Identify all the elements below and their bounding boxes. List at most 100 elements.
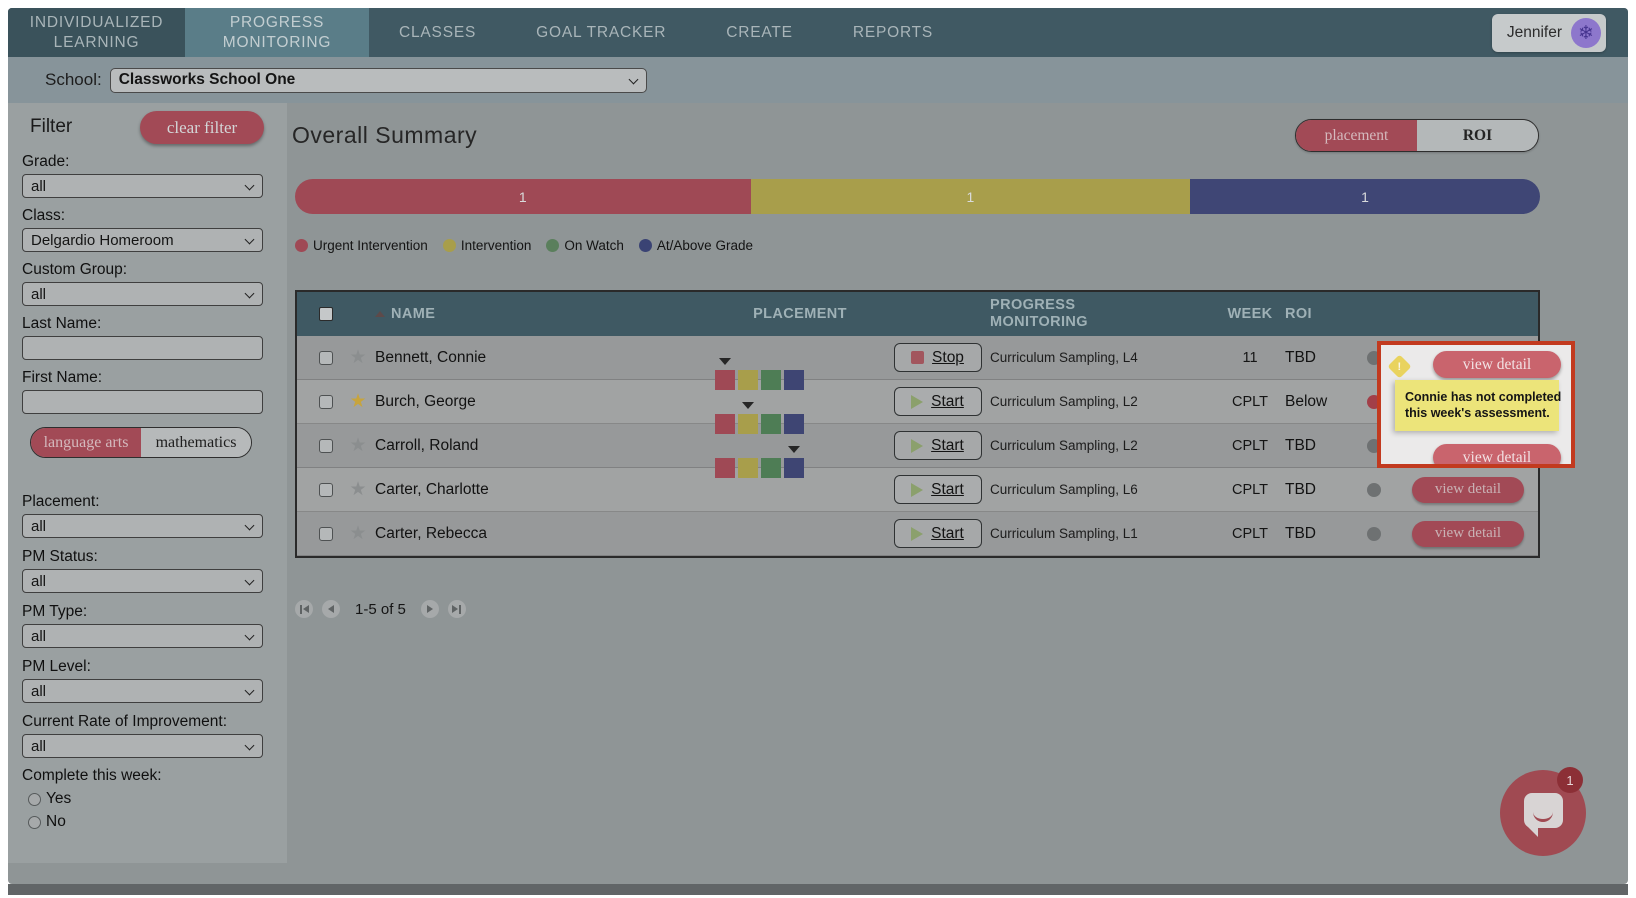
nav-tab[interactable]: GOAL TRACKER (506, 8, 696, 57)
students-table: NAME PLACEMENT PROGRESS MONITORING WEEK … (295, 290, 1540, 558)
legend-label: Intervention (460, 238, 532, 253)
chevron-down-icon (244, 520, 255, 531)
nav-tab[interactable]: REPORTS (823, 8, 963, 57)
select-all-checkbox[interactable] (319, 307, 333, 321)
start-stop-button[interactable]: Stop (893, 343, 982, 372)
placement-marker-icon (788, 445, 800, 453)
class-select[interactable]: Delgardio Homeroom (22, 228, 263, 252)
nav-tab[interactable]: CREATE (696, 8, 823, 57)
placement-label: Placement: (22, 493, 100, 510)
pm-level-select[interactable]: all (22, 679, 263, 703)
roi-value: Below (1285, 392, 1328, 410)
radio-label: No (46, 813, 66, 830)
chevron-down-icon (628, 74, 639, 84)
roi-value: TBD (1285, 348, 1316, 366)
sort-asc-icon (375, 311, 385, 317)
complete-week-radio-option[interactable]: No (28, 813, 162, 831)
warning-tooltip: Connie has not completed this week's ass… (1395, 380, 1561, 431)
summary-bar-segment: 1 (750, 179, 1191, 214)
custom-group-select[interactable]: all (22, 282, 263, 306)
legend-dot-icon (638, 239, 652, 252)
view-toggle-option[interactable]: ROI (1417, 120, 1538, 151)
class-field: Class: Delgardio Homeroom (22, 207, 263, 252)
start-stop-button[interactable]: Start (893, 519, 982, 548)
pm-status-select[interactable]: all (22, 569, 263, 593)
school-select[interactable]: Classworks School One (109, 67, 647, 93)
row-checkbox[interactable] (319, 350, 333, 365)
radio-icon[interactable] (28, 792, 41, 806)
complete-week-radio-option[interactable]: Yes (28, 790, 162, 808)
grade-select[interactable]: all (22, 174, 263, 198)
placement-square-urgent (715, 457, 735, 478)
row-checkbox[interactable] (319, 438, 333, 453)
table-row: ★ Carter, Rebecca Start Curri (297, 512, 1538, 556)
clear-filter-button[interactable]: clear filter (140, 111, 264, 144)
placement-square-intervention (738, 413, 758, 434)
user-name: Jennifer (1506, 24, 1562, 41)
subject-toggle-option[interactable]: mathematics (141, 428, 251, 457)
star-icon[interactable]: ★ (349, 347, 367, 368)
last-name-input[interactable] (22, 336, 263, 360)
chat-launcher-button[interactable]: 1 (1500, 767, 1586, 856)
star-icon[interactable]: ★ (349, 523, 367, 544)
subject-toggle-option[interactable]: language arts (31, 428, 141, 457)
summary-bar-count: 1 (518, 188, 527, 205)
column-header-roi[interactable]: ROI (1285, 306, 1312, 322)
first-name-input[interactable] (22, 390, 263, 414)
star-icon[interactable]: ★ (349, 435, 367, 456)
subject-toggle-label: language arts (43, 433, 129, 451)
view-detail-button-highlighted[interactable]: view detail (1433, 351, 1561, 378)
placement-square-on-watch (761, 457, 781, 478)
view-detail-button[interactable]: view detail (1412, 520, 1524, 547)
class-label: Class: (22, 207, 66, 224)
user-avatar-icon: ❄ (1571, 18, 1601, 48)
row-checkbox[interactable] (319, 394, 333, 409)
nav-tab[interactable]: INDIVIDUALIZED LEARNING (8, 8, 185, 57)
view-toggle-option[interactable]: placement (1296, 120, 1417, 151)
pm-type-select[interactable]: all (22, 624, 263, 648)
placement-select[interactable]: all (22, 514, 263, 538)
column-header-placement[interactable]: PLACEMENT (753, 306, 847, 322)
start-stop-button[interactable]: Start (893, 475, 982, 504)
tooltip-text-line2: this week's assessment. (1405, 406, 1550, 421)
app-window: INDIVIDUALIZED LEARNING PROGRESS MONITOR… (8, 8, 1628, 884)
view-detail-button[interactable]: view detail (1412, 476, 1524, 503)
pm-level-label: PM Level: (22, 658, 91, 675)
column-header-week[interactable]: WEEK (1227, 306, 1273, 322)
top-navigation: INDIVIDUALIZED LEARNING PROGRESS MONITOR… (8, 8, 1628, 57)
nav-tab[interactable]: CLASSES (369, 8, 506, 57)
complete-this-week-group: Complete this week: Yes No (22, 767, 162, 831)
column-header-progress-monitoring[interactable]: PROGRESS MONITORING (990, 297, 1088, 330)
roi-filter-select[interactable]: all (22, 734, 263, 758)
pm-type-field: PM Type: all (22, 603, 263, 648)
legend-dot-icon (442, 239, 456, 252)
table-row: ★ Burch, George (297, 380, 1538, 434)
star-icon[interactable]: ★ (349, 391, 367, 412)
row-checkbox[interactable] (319, 482, 333, 497)
legend-dot-icon (295, 239, 308, 252)
row-checkbox[interactable] (319, 526, 333, 541)
column-header-name[interactable]: NAME (375, 306, 715, 322)
pagination-prev-button[interactable] (322, 600, 340, 618)
warning-icon[interactable]: ! (1387, 354, 1412, 379)
start-stop-button[interactable]: Start (893, 387, 982, 416)
pagination-next-button[interactable] (420, 600, 439, 618)
roi-filter-select-value: all (31, 737, 47, 755)
pagination-last-button[interactable] (447, 600, 466, 618)
progress-monitoring-value: Curriculum Sampling, L4 (990, 350, 1138, 365)
start-stop-button[interactable]: Start (893, 431, 982, 460)
pagination-first-button[interactable] (295, 600, 313, 618)
placement-summary-bar: 1 1 1 (295, 179, 1540, 214)
first-name-label: First Name: (22, 369, 103, 386)
chevron-down-icon (244, 234, 255, 245)
progress-monitoring-value: Curriculum Sampling, L1 (990, 526, 1138, 541)
progress-monitoring-value: Curriculum Sampling, L2 (990, 394, 1138, 409)
nav-tab[interactable]: PROGRESS MONITORING (185, 8, 369, 57)
user-menu-button[interactable]: Jennifer ❄ (1491, 14, 1606, 52)
table-row: ★ Carter, Charlotte Start Cur (297, 468, 1538, 512)
complete-this-week-label: Complete this week: (22, 767, 162, 784)
star-icon[interactable]: ★ (349, 479, 367, 500)
view-detail-button-partial[interactable]: view detail (1433, 444, 1561, 464)
window-bottom-edge (8, 884, 1628, 895)
radio-icon[interactable] (28, 815, 41, 829)
